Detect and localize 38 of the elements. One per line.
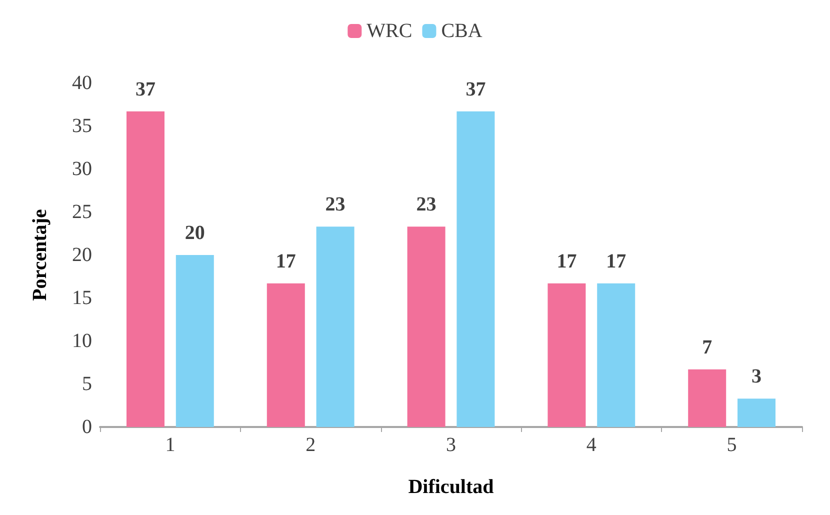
- bar: [176, 255, 214, 427]
- y-tick-label: 35: [72, 115, 92, 137]
- bar: [738, 398, 776, 427]
- data-label: 17: [556, 250, 577, 272]
- data-label: 37: [466, 78, 486, 100]
- bar: [126, 111, 164, 427]
- y-tick-label: 25: [72, 201, 92, 223]
- x-tick-label: 2: [306, 434, 316, 456]
- y-tick-label: 10: [72, 330, 92, 352]
- data-label: 7: [702, 336, 712, 358]
- y-tick-label: 20: [72, 244, 92, 266]
- y-axis-title: Porcentaje: [29, 208, 51, 301]
- bar: [266, 283, 305, 427]
- data-label: 37: [136, 78, 156, 100]
- x-tick-label: 3: [446, 434, 456, 456]
- bar: [597, 283, 636, 427]
- x-tick-label: 1: [165, 434, 176, 456]
- x-tick-label: 5: [726, 434, 737, 456]
- data-label: 23: [416, 194, 436, 216]
- legend-label: CBA: [441, 20, 483, 42]
- data-label: 23: [325, 194, 346, 216]
- y-tick-label: 15: [72, 287, 92, 309]
- y-tick-label: 0: [82, 416, 92, 438]
- bar: [316, 226, 354, 427]
- data-label: 17: [606, 250, 626, 272]
- data-label: 3: [752, 366, 762, 388]
- bar: [456, 111, 495, 427]
- data-label: 20: [184, 222, 205, 244]
- y-tick-label: 30: [72, 158, 92, 180]
- bar: [548, 283, 586, 427]
- y-tick-label: 40: [72, 72, 92, 94]
- y-tick-label: 5: [82, 373, 92, 395]
- bar: [688, 369, 726, 427]
- x-axis-title: Dificultad: [408, 476, 494, 498]
- x-tick-label: 4: [586, 434, 596, 456]
- legend-label: WRC: [366, 20, 412, 42]
- bar: [407, 226, 446, 427]
- data-label: 17: [276, 250, 296, 272]
